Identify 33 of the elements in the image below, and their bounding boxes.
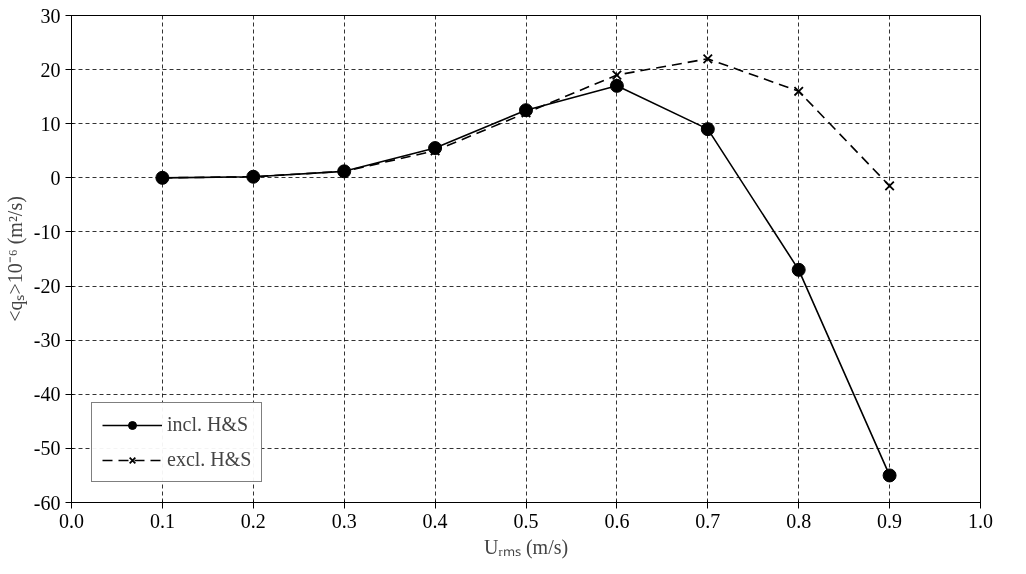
legend-label: excl. H&S: [167, 448, 252, 471]
point: [702, 53, 713, 64]
x-tick-label: 0.4: [422, 509, 448, 532]
x-tick-label: 0.1: [149, 509, 175, 532]
y-tick-label: -30: [33, 329, 61, 352]
point: [609, 78, 624, 93]
legend-label: incl. H&S: [167, 413, 249, 436]
y-tick-label: 10: [40, 112, 61, 135]
x-tick-label: 0.6: [604, 509, 630, 532]
y-tick-label: -20: [33, 275, 61, 298]
x-axis-title: Uᵣₘₛ (m/s): [483, 535, 569, 559]
x-tick-label: 0.0: [59, 509, 84, 532]
x-tick-label: 1.0: [968, 509, 993, 532]
x-tick-label: 0.3: [331, 509, 357, 532]
y-tick-label: -10: [33, 220, 61, 243]
x-tick-label: 0.2: [240, 509, 266, 532]
y-tick-label: 0: [50, 166, 61, 189]
point: [791, 262, 806, 277]
x-tick-label: 0.7: [695, 509, 721, 532]
point: [882, 468, 897, 483]
y-axis-title: <qₛ>10⁻⁶ (m²/s): [3, 196, 27, 322]
x-tick-label: 0.5: [513, 509, 539, 532]
point: [611, 69, 623, 81]
point: [884, 180, 895, 192]
y-tick-label: -50: [33, 437, 61, 460]
y-tick-label: 30: [40, 4, 61, 27]
x-tick-label: 0.9: [877, 509, 903, 532]
y-tick-label: -60: [33, 491, 61, 514]
y-tick-label: 20: [40, 58, 61, 81]
x-tick-label: 0.8: [786, 509, 812, 532]
y-tick-label: -40: [33, 383, 61, 406]
point: [700, 122, 715, 137]
point: [793, 86, 804, 97]
